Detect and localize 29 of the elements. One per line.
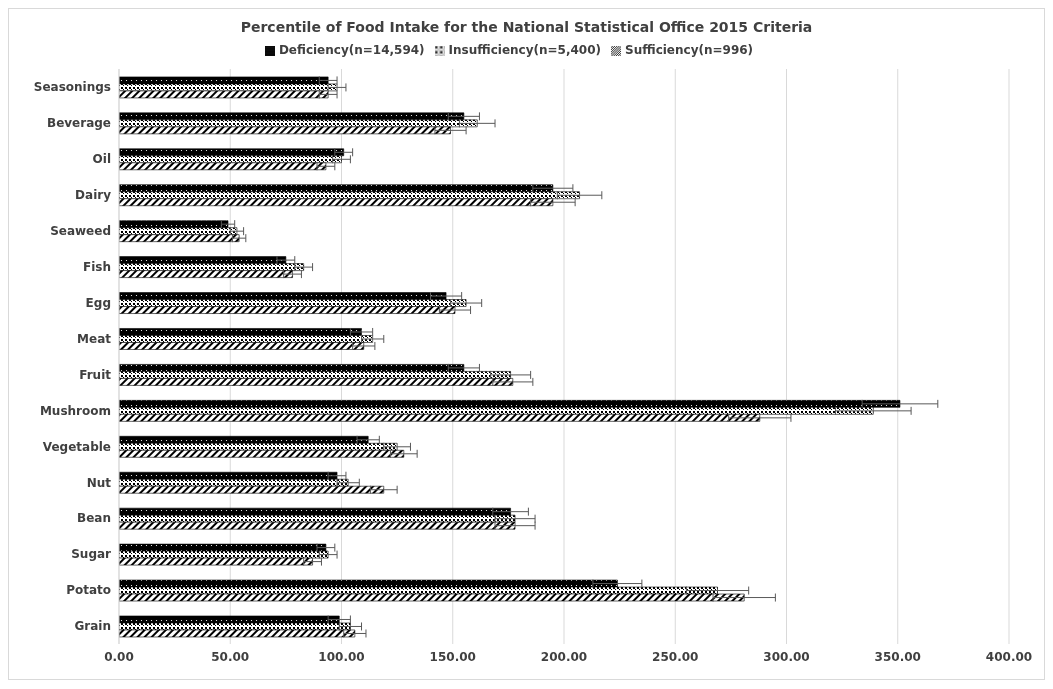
y-tick-label: Dairy — [75, 188, 112, 203]
y-tick-label: Seaweed — [50, 223, 111, 238]
x-tick-label: 350.00 — [874, 649, 921, 664]
x-tick-label: 100.00 — [318, 649, 365, 664]
y-tick-label: Nut — [86, 475, 112, 490]
y-tick-label: Seasonings — [33, 80, 111, 95]
y-tick-label: Vegetable — [42, 439, 111, 454]
x-tick-label: 200.00 — [540, 649, 588, 664]
chart-title: Percentile of Food Intake for the National Statistical Office 2015 Criteria — [239, 18, 814, 37]
y-tick-label: Fruit — [79, 367, 112, 382]
legend-label: Deficiency(n=14,594) — [278, 43, 425, 57]
y-tick-label: Oil — [92, 152, 111, 167]
y-tick-label: Fish — [83, 259, 111, 274]
x-tick-label: 400.00 — [985, 649, 1033, 664]
x-tick-label: 150.00 — [429, 649, 476, 664]
y-tick-label: Meat — [77, 331, 112, 346]
legend-label: Sufficiency(n=996) — [625, 43, 754, 57]
y-tick-label: Mushroom — [39, 403, 111, 418]
legend-label: Insufficiency(n=5,400) — [448, 43, 602, 57]
y-tick-label: Bean — [77, 511, 111, 526]
y-tick-label: Grain — [74, 619, 111, 634]
y-tick-label: Egg — [85, 295, 111, 310]
x-tick-label: 50.00 — [211, 649, 250, 664]
x-tick-label: 250.00 — [652, 649, 699, 664]
y-tick-label: Potato — [66, 583, 111, 598]
y-tick-label: Beverage — [47, 116, 111, 131]
y-tick-label: Sugar — [71, 547, 112, 562]
x-tick-label: 300.00 — [763, 649, 810, 664]
x-tick-label: 0.00 — [104, 649, 134, 664]
